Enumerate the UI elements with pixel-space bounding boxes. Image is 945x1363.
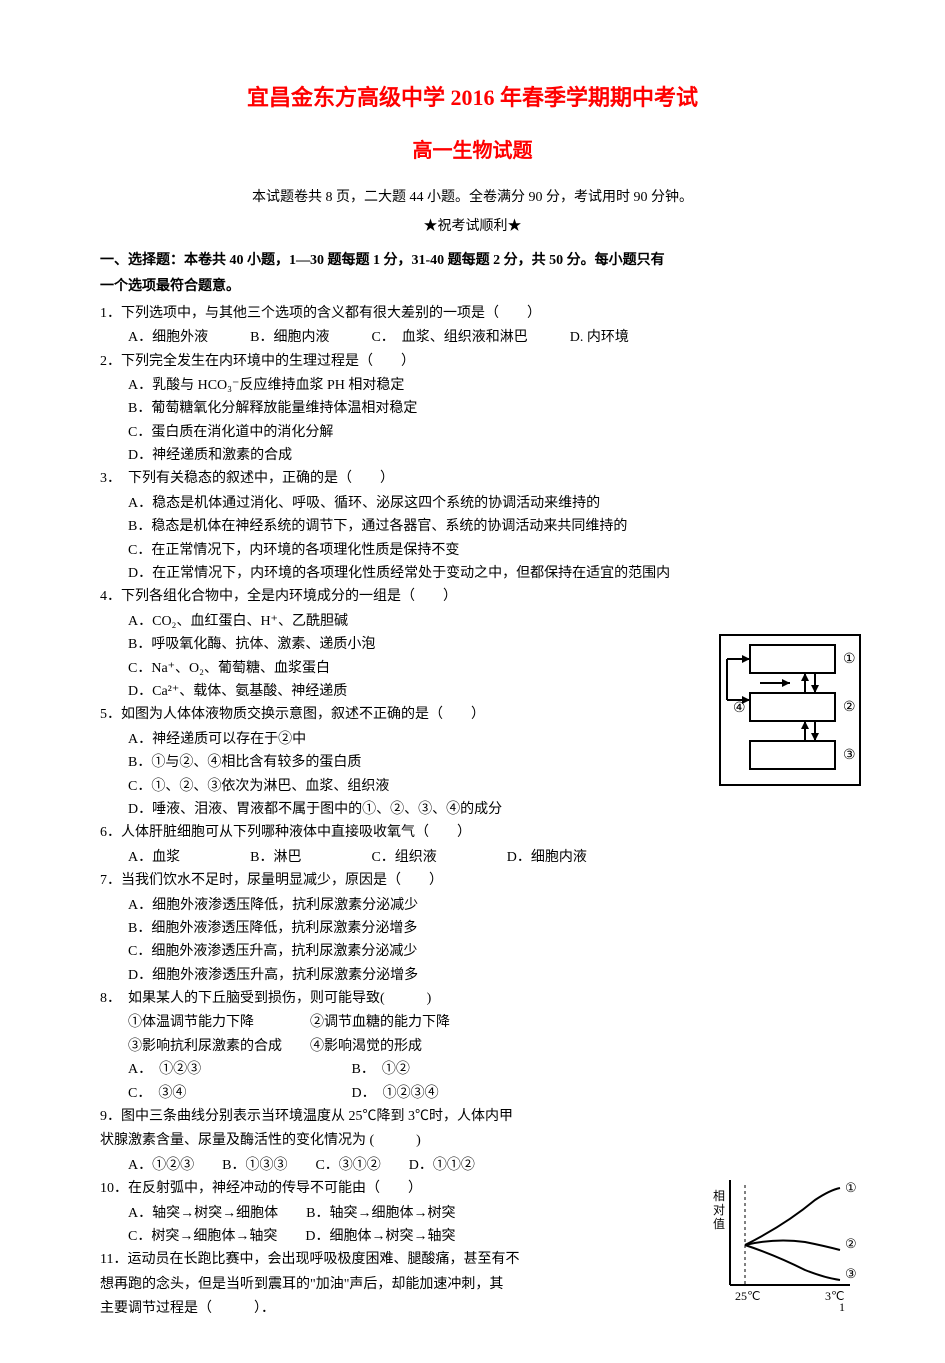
section-header-line2: 一个选项最符合题意。: [100, 276, 845, 298]
q5-opt-d: D．唾液、泪液、胃液都不属于图中的①、②、③、④的成分: [100, 799, 845, 821]
q4-stem: 4．下列各组化合物中，全是内环境成分的一组是（ ）: [100, 586, 845, 608]
q8-line1: ①体温调节能力下降 ②调节血糖的能力下降: [100, 1012, 845, 1034]
q8-stem: 8． 如果某人的下丘脑受到损伤，则可能导致( ): [100, 988, 845, 1010]
q2-opt-d: D．神经递质和激素的合成: [100, 445, 845, 467]
q7-opt-d: D．细胞外液渗透压升高，抗利尿激素分泌增多: [100, 965, 845, 987]
q6-options: A．血浆 B．淋巴 C．组织液 D．细胞内液: [100, 847, 845, 869]
diagram-q9-xlabel-1: 25℃: [735, 1289, 760, 1303]
q8-opt-d: D． ①②③④: [352, 1083, 439, 1105]
diagram-q9-curve-label-3: ③: [845, 1266, 857, 1281]
diagram-q5-label-3: ③: [843, 748, 856, 763]
diagram-q5: ④ ① ② ③: [715, 630, 865, 790]
content-wrap: 一、选择题：本卷共 40 小题，1—30 题每题 1 分，31-40 题每题 2…: [100, 250, 845, 1321]
q2-opt-c: C．蛋白质在消化道中的消化分解: [100, 422, 845, 444]
diagram-q9-ylabel-1: 相: [713, 1189, 725, 1203]
q8-opt-c: C． ③④: [128, 1083, 308, 1105]
diagram-q9-ylabel-3: 值: [713, 1216, 725, 1231]
q7-opt-a: A．细胞外液渗透压降低，抗利尿激素分泌减少: [100, 895, 845, 917]
q6-stem: 6．人体肝脏细胞可从下列哪种液体中直接吸收氧气（ ）: [100, 822, 845, 844]
q3-opt-b: B．稳态是机体在神经系统的调节下，通过各器官、系统的协调活动来共同维持的: [100, 516, 845, 538]
info-line: 本试题卷共 8 页，二大题 44 小题。全卷满分 90 分，考试用时 90 分钟…: [100, 187, 845, 209]
q3-opt-d: D．在正常情况下，内环境的各项理化性质经常处于变动之中，但都保持在适宜的范围内: [100, 563, 845, 585]
q7-opt-c: C．细胞外液渗透压升高，抗利尿激素分泌减少: [100, 941, 845, 963]
q3-opt-a: A．稳态是机体通过消化、呼吸、循环、泌尿这四个系统的协调活动来维持的: [100, 493, 845, 515]
q1-stem: 1．下列选项中，与其他三个选项的含义都有很大差别的一项是（ ）: [100, 303, 845, 325]
q1-options: A．细胞外液 B．细胞内液 C． 血浆、组织液和淋巴 D. 内环境: [100, 327, 845, 349]
section-header-line1: 一、选择题：本卷共 40 小题，1—30 题每题 1 分，31-40 题每题 2…: [100, 250, 845, 272]
q2-stem: 2．下列完全发生在内环境中的生理过程是（ ）: [100, 351, 845, 373]
title-main: 宜昌金东方高级中学 2016 年春季学期期中考试: [100, 80, 845, 115]
diagram-q5-label-1: ①: [843, 652, 856, 667]
q3-stem: 3． 下列有关稳态的叙述中，正确的是（ ）: [100, 468, 845, 490]
diagram-q9-curve-label-1: ①: [845, 1180, 857, 1195]
diagram-q5-label-4: ④: [733, 701, 746, 716]
q8-opt-a: A． ①②③: [128, 1059, 308, 1081]
q9-stem-line2: 状腺激素含量、尿量及酶活性的变化情况为 ( ): [100, 1130, 845, 1152]
q8-opt-b: B． ①②: [352, 1059, 410, 1081]
q8-opts-row1: A． ①②③ B． ①②: [100, 1059, 845, 1081]
q2-opt-a: A．乳酸与 HCO₃⁻反应维持血浆 PH 相对稳定: [100, 375, 845, 397]
diagram-q5-label-2: ②: [843, 700, 856, 715]
diagram-q9: 相 对 值 ① ② ③ 25℃ 3℃: [705, 1170, 865, 1310]
q7-stem: 7．当我们饮水不足时，尿量明显减少，原因是（ ）: [100, 870, 845, 892]
q7-opt-b: B．细胞外液渗透压降低，抗利尿激素分泌增多: [100, 918, 845, 940]
q3-opt-c: C．在正常情况下，内环境的各项理化性质是保持不变: [100, 540, 845, 562]
q8-line2: ③影响抗利尿激素的合成 ④影响渴觉的形成: [100, 1036, 845, 1058]
q9-stem-line1: 9．图中三条曲线分别表示当环境温度从 25℃降到 3℃时，人体内甲: [100, 1106, 845, 1128]
q8-opts-row2: C． ③④ D． ①②③④: [100, 1083, 845, 1105]
page-number: 1: [839, 1298, 845, 1317]
title-sub: 高一生物试题: [100, 135, 845, 167]
q2-opt-b: B．葡萄糖氧化分解释放能量维持体温相对稳定: [100, 398, 845, 420]
wish-line: ★祝考试顺利★: [100, 216, 845, 238]
diagram-q9-curve-label-2: ②: [845, 1236, 857, 1251]
diagram-q9-ylabel-2: 对: [713, 1203, 725, 1217]
